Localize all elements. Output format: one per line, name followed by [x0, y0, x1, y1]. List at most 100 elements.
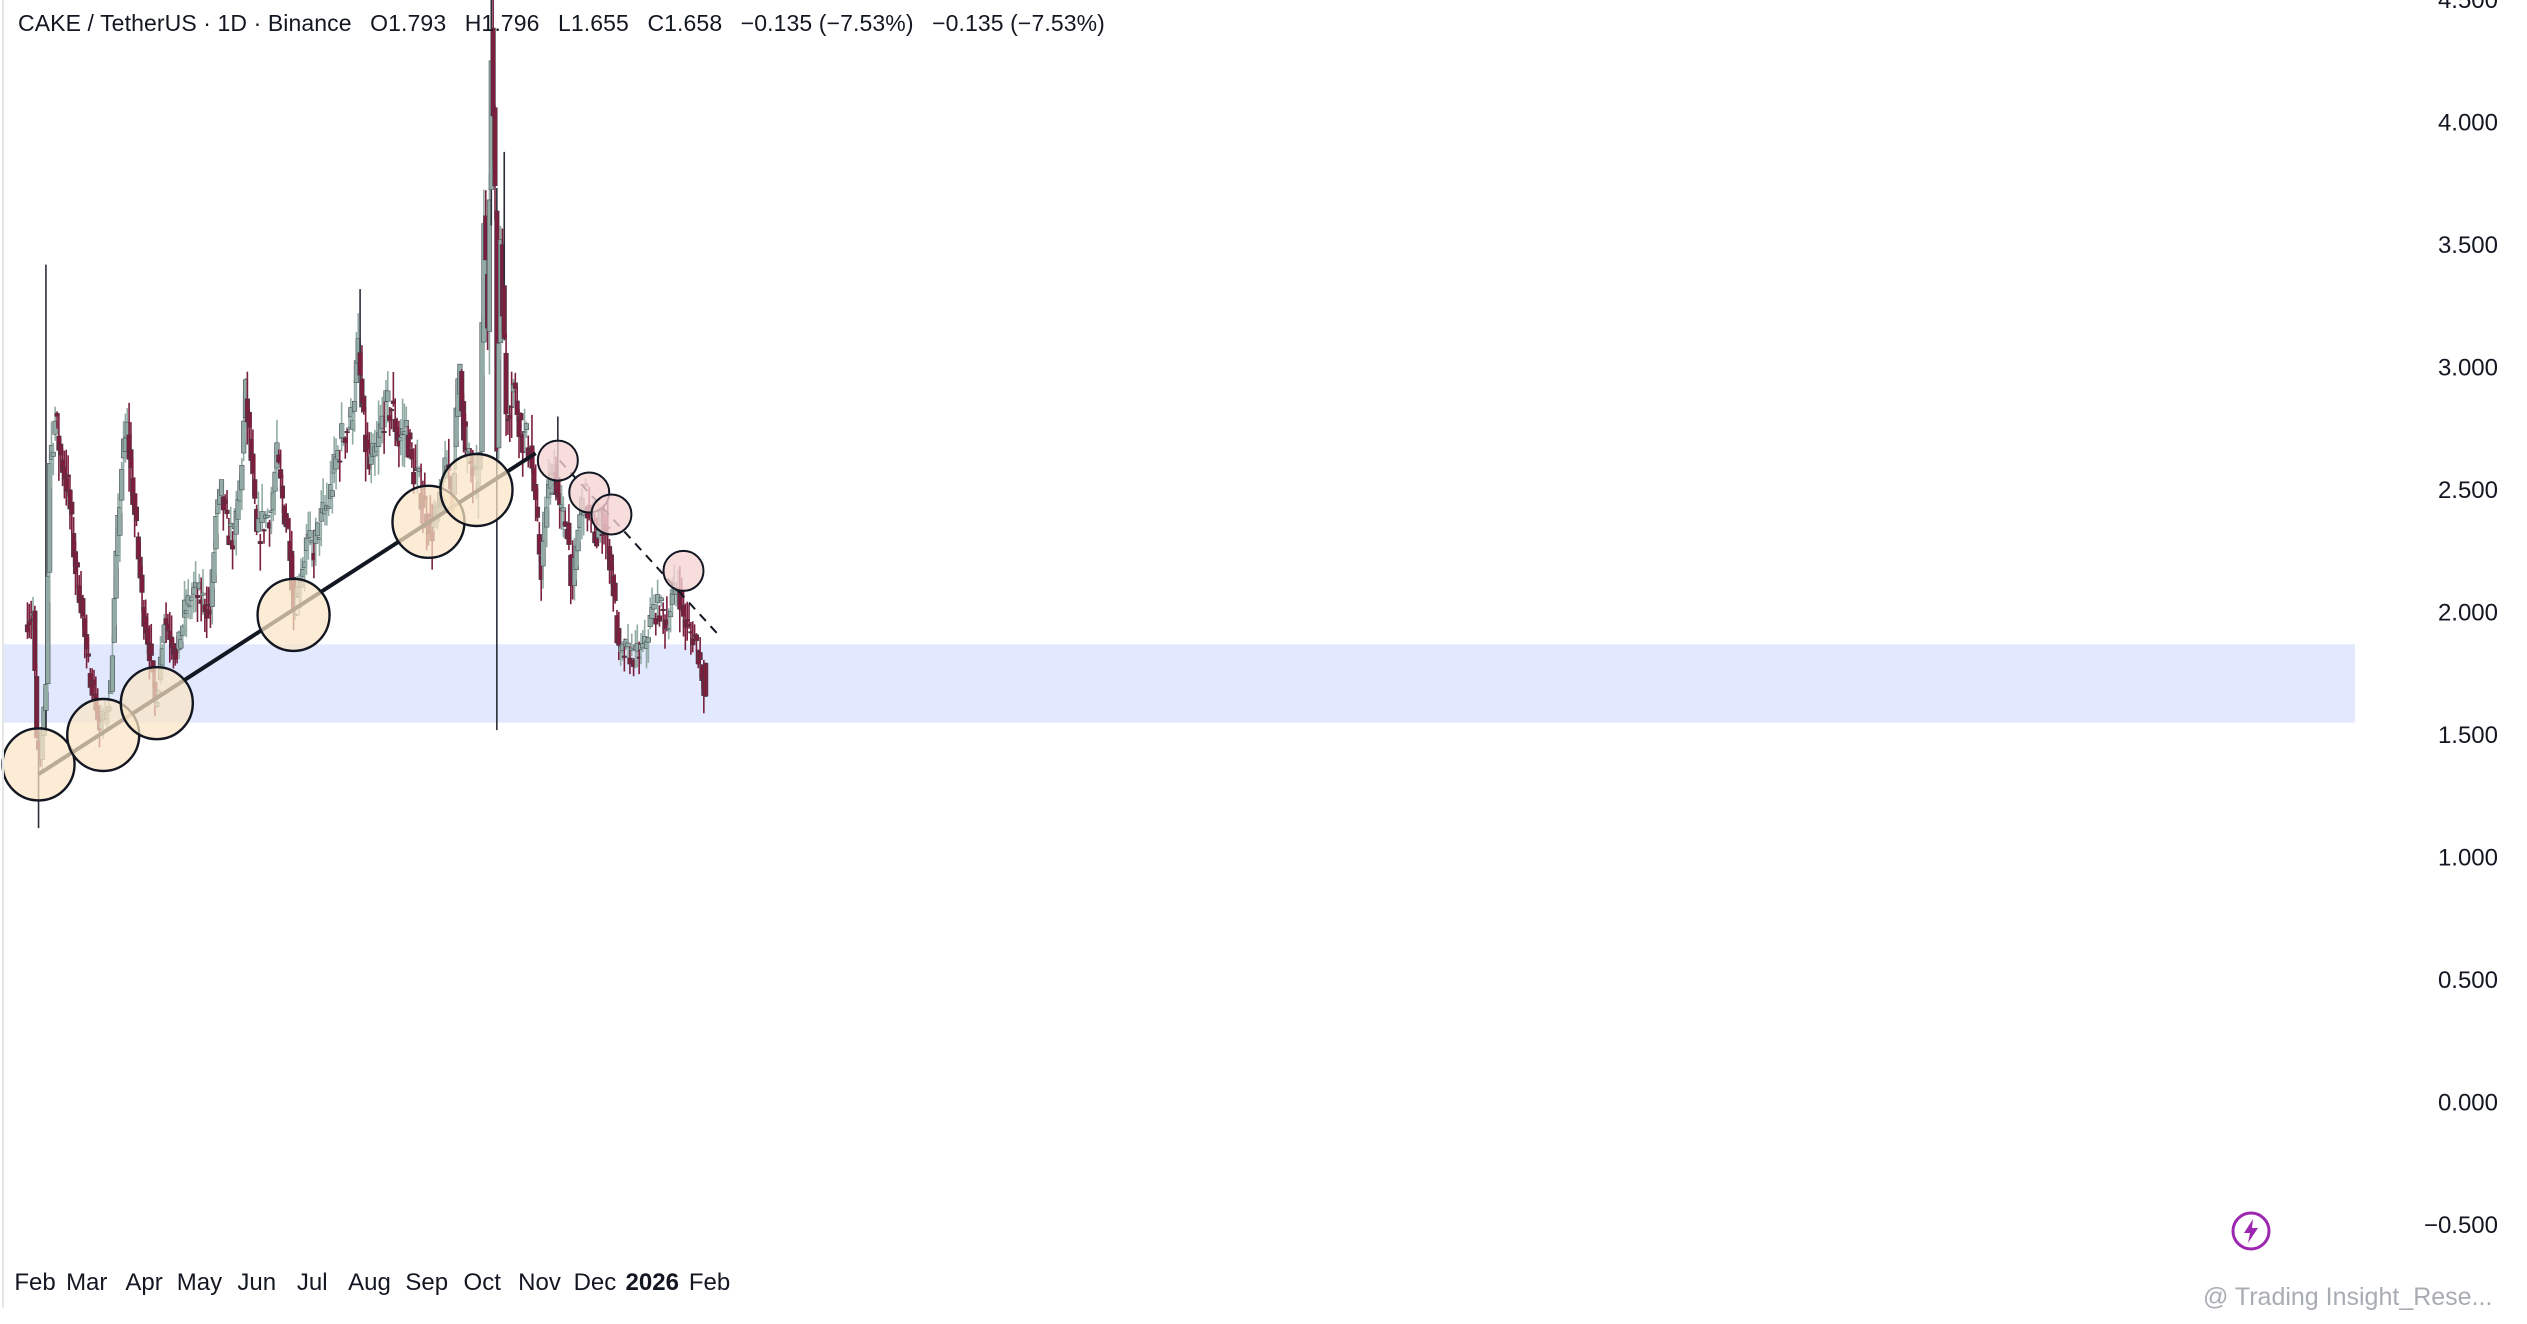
- lightning-icon[interactable]: [2231, 1211, 2271, 1251]
- candle-body: [32, 610, 38, 671]
- candle-body: [660, 608, 666, 612]
- price-tick-label: 2.000: [2438, 600, 2498, 627]
- candle-body: [544, 507, 550, 528]
- time-tick-label: Jul: [297, 1269, 328, 1296]
- candle-body: [50, 451, 56, 457]
- candle-body: [109, 655, 116, 692]
- candle-body: [381, 431, 387, 434]
- time-tick-label: Mar: [66, 1269, 107, 1296]
- candle-body: [503, 352, 509, 415]
- resistance-touch-circle: [590, 493, 633, 536]
- support-touch-circle: [119, 665, 195, 741]
- candle-body: [344, 431, 350, 434]
- time-tick-label: Aug: [348, 1269, 391, 1296]
- candle-body: [490, 27, 496, 117]
- candle-body: [616, 627, 622, 646]
- candle-body: [218, 479, 225, 496]
- price-tick-label: 0.500: [2438, 967, 2498, 994]
- price-tick-label: 2.500: [2438, 477, 2498, 504]
- candle-body: [329, 490, 335, 497]
- candle-body: [697, 652, 703, 661]
- candle-body: [403, 420, 409, 428]
- price-tick-label: 1.500: [2438, 722, 2498, 749]
- time-tick-label: Oct: [464, 1269, 502, 1296]
- candle-body: [651, 604, 657, 610]
- candle-body: [496, 343, 502, 449]
- touch-circles-group: [1, 439, 705, 802]
- candle-body: [385, 390, 391, 402]
- candle-body: [69, 501, 75, 515]
- candle-body: [492, 107, 498, 187]
- candle-body: [361, 395, 367, 412]
- candle-body: [534, 506, 541, 518]
- candle-body: [194, 595, 201, 598]
- candle-body: [621, 655, 627, 658]
- resistance-touch-circle: [662, 549, 705, 592]
- candle-body: [608, 554, 614, 571]
- candle-body: [486, 199, 493, 332]
- ohlc-close: C1.658: [647, 10, 723, 36]
- candle-body: [518, 413, 524, 421]
- candle-body: [133, 506, 140, 522]
- candle-body: [625, 642, 631, 648]
- price-tick-label: 3.500: [2438, 232, 2498, 259]
- candle-body: [178, 639, 184, 649]
- price-tick-label: 0.000: [2438, 1090, 2498, 1117]
- candle-body: [693, 634, 699, 641]
- price-tick-label: 3.000: [2438, 355, 2498, 382]
- candle-body: [540, 541, 546, 567]
- candle-body: [612, 582, 618, 602]
- time-tick-label: Nov: [518, 1269, 561, 1296]
- candle-body: [200, 592, 206, 596]
- candle-body: [128, 449, 134, 469]
- candle-body: [411, 472, 417, 485]
- candle-body: [501, 285, 507, 339]
- candle-body: [261, 529, 267, 532]
- price-tick-label: 4.000: [2438, 110, 2498, 137]
- time-tick-label: Dec: [574, 1269, 617, 1296]
- candle-body: [512, 382, 518, 389]
- price-tick-label: 1.000: [2438, 845, 2498, 872]
- price-tick-label: −0.500: [2424, 1212, 2498, 1239]
- candle-body: [352, 400, 358, 412]
- ohlc-high: H1.796: [464, 10, 540, 36]
- candle-body: [566, 522, 572, 545]
- candle-body: [523, 423, 529, 431]
- time-tick-label: Sep: [405, 1269, 448, 1296]
- candle-body: [703, 662, 709, 697]
- candle-body: [47, 463, 53, 573]
- time-axis[interactable]: Feb Mar Apr May Jun Jul Aug Sep Oct Nov Dec 2026 Feb: [14, 1269, 730, 1296]
- candle-body: [257, 541, 263, 545]
- candle-body: [337, 460, 343, 463]
- candle-body: [560, 507, 566, 512]
- time-tick-label: Feb: [689, 1269, 730, 1296]
- candle-body: [315, 522, 321, 537]
- candle-body: [117, 507, 123, 536]
- price-axis[interactable]: 4.500 4.000 3.500 3.000 2.500 2.000 1.500 1.000…: [2424, 0, 2498, 1239]
- candle-body: [514, 400, 520, 415]
- candle-body: [224, 509, 230, 515]
- candle-body: [669, 593, 675, 605]
- time-tick-label: 2026: [626, 1269, 679, 1296]
- price-change: −0.135 (−7.53%): [740, 10, 914, 36]
- candle-body: [407, 432, 413, 440]
- resistance-touch-circle: [536, 439, 579, 482]
- time-tick-label: Apr: [125, 1269, 162, 1296]
- watermark-text: @ Trading Insight_Rese...: [2203, 1283, 2493, 1311]
- candle-body: [80, 598, 86, 617]
- candle-body: [119, 469, 125, 501]
- price-tick-label: 4.500: [2438, 0, 2498, 14]
- candle-body: [85, 653, 91, 657]
- symbol-legend[interactable]: CAKE / TetherUS · 1D · Binance O1.793 H1…: [18, 10, 1117, 37]
- symbol-title[interactable]: CAKE / TetherUS · 1D · Binance: [18, 10, 352, 36]
- candle-body: [348, 407, 354, 418]
- candle-body: [74, 562, 80, 568]
- support-zone: [3, 644, 2355, 723]
- candle-body: [45, 575, 51, 685]
- candle-body: [668, 611, 674, 618]
- price-change-secondary: −0.135 (−7.53%): [932, 10, 1105, 36]
- ohlc-open: O1.793: [370, 10, 447, 36]
- candles-group: [24, 0, 709, 829]
- candle-body: [656, 615, 663, 622]
